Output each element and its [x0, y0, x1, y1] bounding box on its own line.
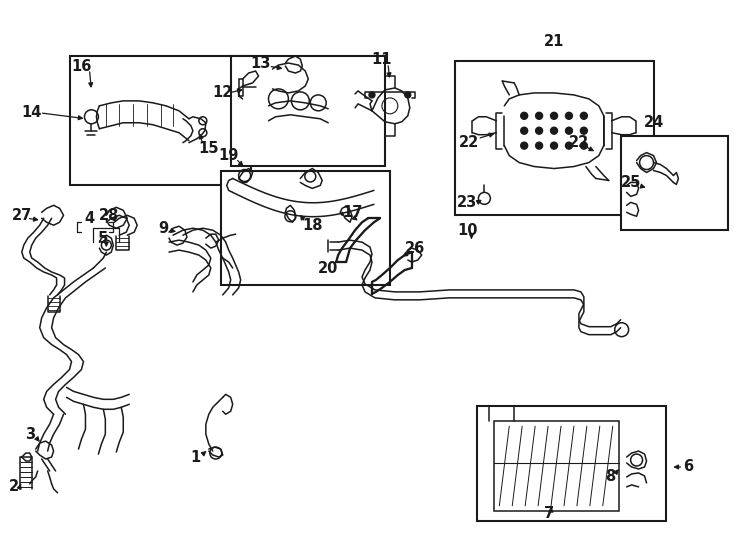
Text: 4: 4 [84, 211, 95, 226]
Text: 19: 19 [219, 148, 239, 163]
Circle shape [369, 92, 375, 98]
Bar [230, 56, 385, 166]
Text: 7: 7 [544, 506, 554, 521]
Text: 26: 26 [404, 241, 425, 255]
Circle shape [536, 127, 542, 134]
Circle shape [550, 127, 558, 134]
Circle shape [565, 112, 573, 119]
Bar [454, 61, 653, 215]
Circle shape [405, 92, 411, 98]
Text: 27: 27 [12, 208, 32, 223]
Text: 25: 25 [620, 175, 641, 190]
Circle shape [565, 127, 573, 134]
Circle shape [520, 142, 528, 149]
Text: 6: 6 [683, 460, 694, 475]
Circle shape [550, 142, 558, 149]
Circle shape [550, 112, 558, 119]
Text: 10: 10 [457, 222, 478, 238]
Circle shape [520, 127, 528, 134]
Bar [494, 421, 619, 511]
Text: 1: 1 [191, 449, 201, 464]
Text: 22: 22 [569, 135, 589, 150]
Circle shape [520, 112, 528, 119]
Circle shape [581, 142, 587, 149]
Bar [477, 406, 666, 521]
Text: 22: 22 [459, 135, 479, 150]
Text: 3: 3 [25, 427, 34, 442]
Bar [70, 56, 250, 185]
Text: 9: 9 [158, 221, 168, 236]
Text: 17: 17 [342, 205, 363, 220]
Text: 8: 8 [606, 469, 616, 484]
Text: 16: 16 [71, 58, 92, 73]
Text: 14: 14 [21, 105, 42, 120]
Text: 24: 24 [644, 115, 664, 130]
Circle shape [581, 127, 587, 134]
Circle shape [581, 112, 587, 119]
Text: 13: 13 [250, 56, 271, 71]
Circle shape [565, 142, 573, 149]
Circle shape [536, 142, 542, 149]
Bar [621, 136, 728, 230]
Text: 28: 28 [99, 208, 120, 223]
Bar [221, 171, 390, 285]
Text: 21: 21 [544, 33, 564, 49]
Text: 2: 2 [9, 480, 19, 495]
Text: 11: 11 [371, 52, 392, 66]
Text: 23: 23 [457, 195, 478, 210]
Text: 12: 12 [213, 85, 233, 100]
Circle shape [536, 112, 542, 119]
Text: 5: 5 [98, 231, 109, 246]
Text: 18: 18 [302, 218, 322, 233]
Text: 20: 20 [318, 260, 338, 275]
Text: 15: 15 [199, 141, 219, 156]
